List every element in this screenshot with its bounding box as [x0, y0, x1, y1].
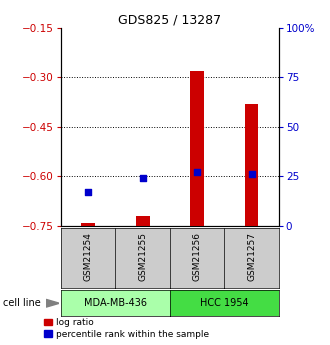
Polygon shape	[46, 299, 59, 307]
Legend: log ratio, percentile rank within the sample: log ratio, percentile rank within the sa…	[44, 318, 209, 339]
Text: GSM21255: GSM21255	[138, 232, 147, 281]
Bar	[190, 71, 204, 226]
Text: GSM21254: GSM21254	[84, 232, 93, 281]
Point	[194, 170, 200, 175]
Text: cell line: cell line	[3, 298, 41, 308]
Text: HCC 1954: HCC 1954	[200, 298, 249, 308]
Bar	[82, 223, 95, 226]
Text: GSM21257: GSM21257	[247, 232, 256, 281]
Point	[140, 176, 145, 181]
Title: GDS825 / 13287: GDS825 / 13287	[118, 13, 221, 27]
Point	[85, 189, 91, 195]
Point	[249, 172, 254, 177]
Text: GSM21256: GSM21256	[193, 232, 202, 281]
Bar	[136, 216, 149, 226]
Text: MDA-MB-436: MDA-MB-436	[84, 298, 147, 308]
Bar	[245, 104, 258, 226]
